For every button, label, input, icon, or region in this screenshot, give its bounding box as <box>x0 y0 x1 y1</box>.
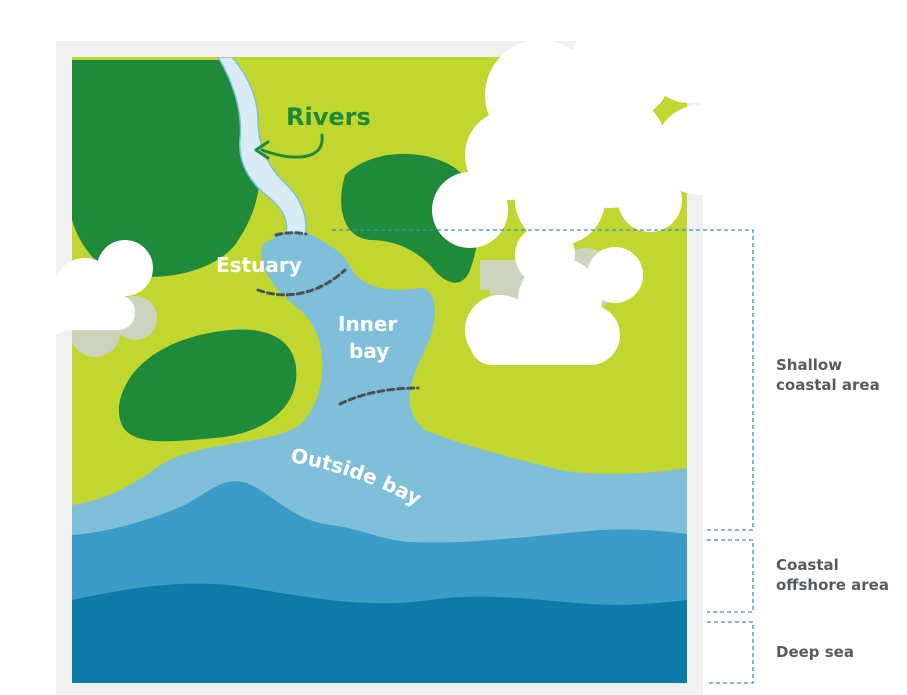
river-arrow-head-icon <box>254 140 270 160</box>
bracket-shallow <box>332 229 754 531</box>
zone-label-shallow: Shallow coastal area <box>776 356 880 394</box>
zone-label-coastal-offshore: Coastal offshore area <box>776 556 889 594</box>
label-rivers: Rivers <box>286 103 371 131</box>
cloud-right-lower <box>465 247 643 365</box>
divider-innerbay-outsidebay <box>338 386 420 406</box>
zone-brackets <box>332 229 754 684</box>
forest-patch-bottom-left <box>118 329 297 442</box>
divider-river-estuary <box>274 231 308 237</box>
label-inner-bay-line1: Inner <box>338 312 397 336</box>
cloud-left <box>25 240 153 335</box>
bracket-deep <box>707 621 754 684</box>
bracket-offshore <box>707 539 754 613</box>
river-arrow-icon <box>260 133 324 159</box>
label-inner-bay-line2: bay <box>349 339 389 363</box>
label-estuary: Estuary <box>216 253 302 277</box>
divider-estuary-innerbay <box>256 268 347 297</box>
forest-patch-top-left <box>72 60 261 277</box>
zone-label-deep-sea: Deep sea <box>776 643 854 661</box>
deep-water <box>72 583 687 683</box>
